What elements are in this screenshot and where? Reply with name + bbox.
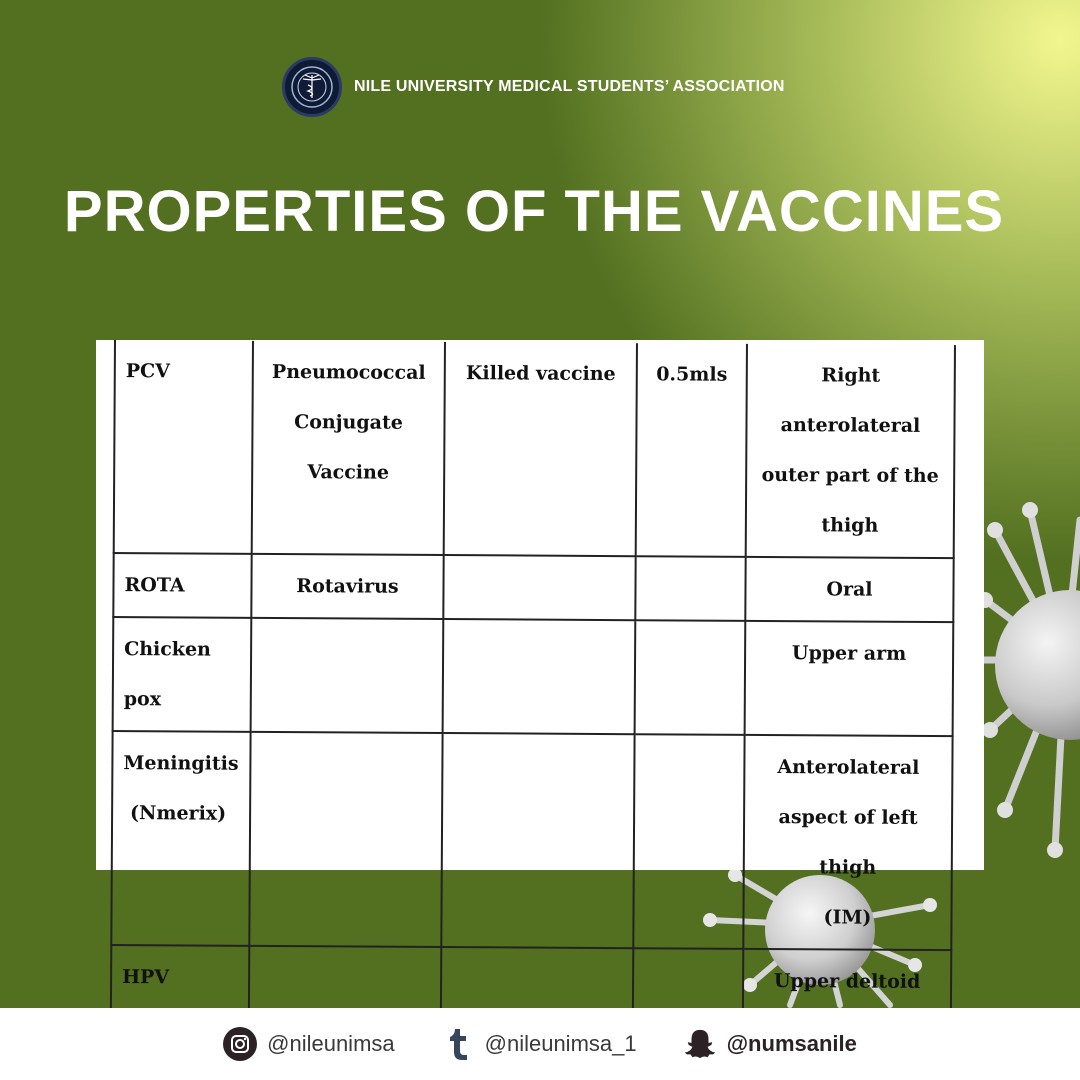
instagram-icon (223, 1027, 258, 1061)
site-line: outer part of the (761, 463, 939, 488)
organization-name: NILE UNIVERSITY MEDICAL STUDENTS’ ASSOCI… (354, 78, 785, 95)
vaccine-site-cell: Upper arm (744, 620, 954, 737)
fullname-line: Vaccine (307, 461, 390, 484)
table-row: ROTA Rotavirus Oral (113, 553, 954, 623)
site-line: Oral (826, 578, 873, 601)
vaccine-name-cell: PCV (113, 340, 253, 554)
vaccine-name: Meningitis (Nmerix) (123, 752, 239, 825)
tumblr-link[interactable]: @nileunimsa_1 (441, 1027, 637, 1061)
site-line: Right anterolateral (780, 364, 921, 437)
social-footer: @nileunimsa @nileunimsa_1 @numsanile (0, 1008, 1080, 1080)
vaccine-type-cell (441, 733, 635, 949)
vaccine-name-cell: Meningitis (Nmerix) (111, 730, 251, 946)
vaccine-name: Chicken pox (123, 638, 211, 711)
vaccine-site-cell: Anterolateral aspect of left thigh (IM) (743, 734, 953, 951)
vaccine-name-cell: ROTA (113, 553, 252, 618)
virus-illustration-right (975, 502, 1080, 858)
site-line: Upper arm (791, 642, 907, 665)
instagram-link[interactable]: @nileunimsa (223, 1027, 395, 1061)
site-line: aspect of left thigh (778, 806, 918, 879)
vaccine-fullname-cell: Pneumococcal Conjugate Vaccine (251, 340, 445, 556)
fullname-line: Pneumococcal (271, 360, 426, 384)
tumblr-icon (441, 1027, 475, 1061)
vaccine-dose-cell (635, 556, 746, 621)
vaccine-dose: 0.5mls (656, 363, 728, 386)
snapchat-link[interactable]: @numsanile (683, 1027, 857, 1061)
vaccine-table-image: PCV Pneumococcal Conjugate Vaccine Kille… (96, 340, 984, 1065)
vaccine-dose-cell (634, 620, 746, 735)
vaccine-name: ROTA (124, 574, 185, 597)
vaccine-type: Killed vaccine (465, 362, 616, 386)
vaccine-name: PCV (125, 360, 171, 383)
snapchat-icon (683, 1027, 717, 1061)
vaccine-properties-table: PCV Pneumococcal Conjugate Vaccine Kille… (110, 340, 956, 1065)
organization-header: NILE UNIVERSITY MEDICAL STUDENTS’ ASSOCI… (282, 56, 785, 118)
site-line: Upper deltoid (773, 970, 921, 993)
snapchat-handle: @numsanile (726, 1031, 857, 1056)
fullname-line: Conjugate (294, 411, 403, 434)
vaccine-fullname-cell: Rotavirus (251, 553, 444, 620)
association-seal-logo (282, 57, 342, 117)
site-line: Anterolateral (777, 756, 920, 779)
vaccine-type-cell (443, 555, 636, 621)
vaccine-site-cell: Oral (745, 556, 954, 623)
vaccine-fullname-cell (250, 617, 444, 734)
site-line: (IM) (823, 906, 872, 929)
vaccine-site-cell: Right anterolateral outer part of the th… (745, 343, 955, 559)
table-row: Chicken pox Upper arm (112, 617, 954, 737)
vaccine-name: HPV (122, 966, 170, 989)
table-row: PCV Pneumococcal Conjugate Vaccine Kille… (113, 340, 955, 559)
virus-illustration-bottom (703, 868, 937, 1008)
site-line: thigh (821, 514, 879, 537)
vaccine-fullname-cell (249, 731, 443, 948)
vaccine-type-cell (442, 619, 636, 735)
page-title: PROPERTIES OF THE VACCINES (63, 179, 1005, 244)
vaccine-dose-cell (633, 734, 745, 949)
vaccine-name-cell: Chicken pox (112, 617, 252, 732)
table-row: Meningitis (Nmerix) Anterolateral aspect… (111, 730, 953, 951)
vaccine-dose-cell: 0.5mls (635, 343, 747, 557)
instagram-handle: @nileunimsa (267, 1031, 395, 1056)
vaccine-type-cell: Killed vaccine (443, 342, 637, 557)
fullname-line: Rotavirus (296, 575, 399, 598)
tumblr-handle: @nileunimsa_1 (484, 1031, 637, 1056)
